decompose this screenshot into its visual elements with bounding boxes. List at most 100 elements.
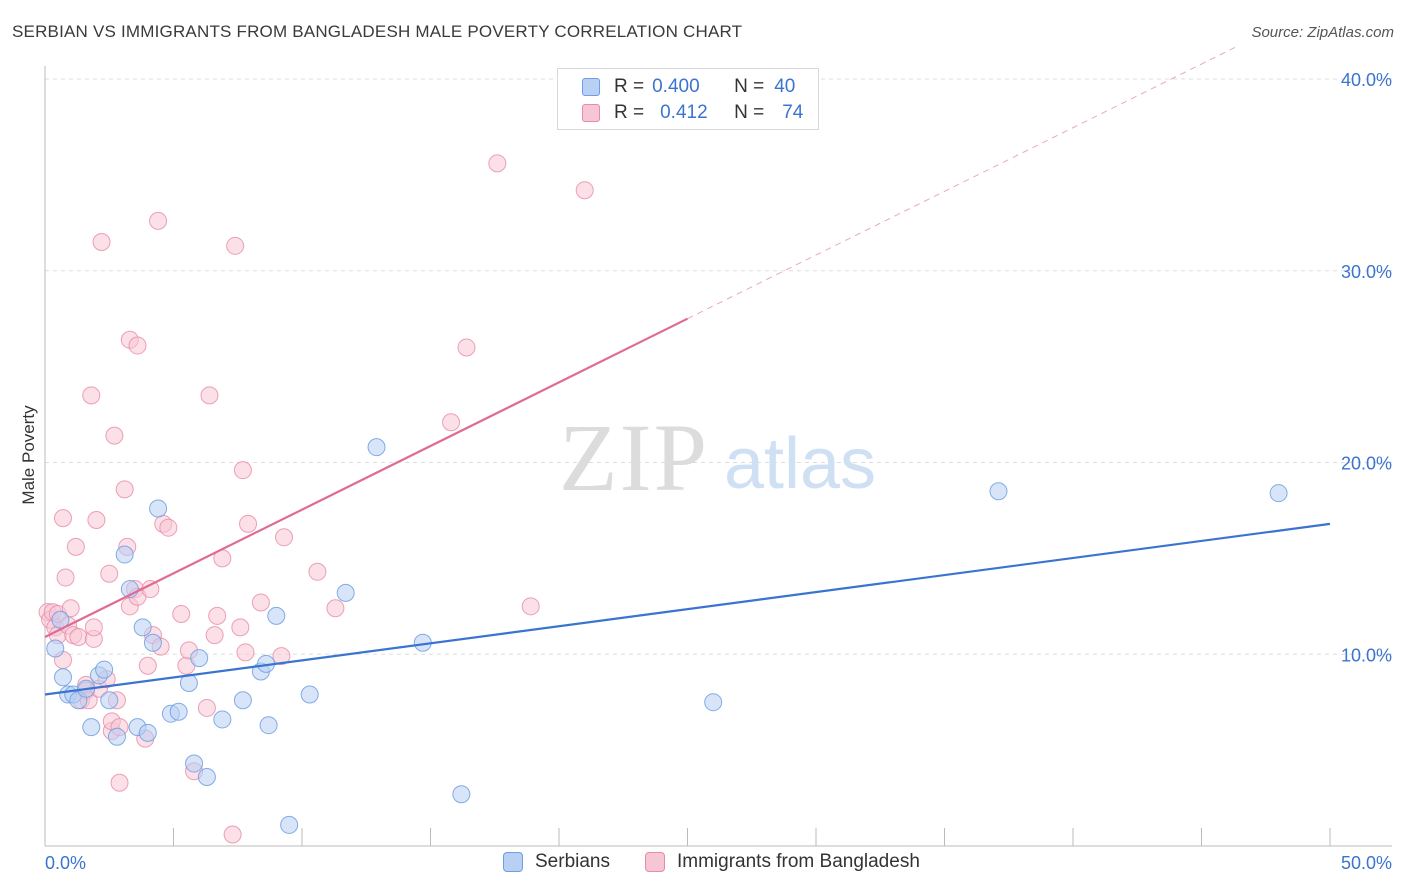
data-point-serbians bbox=[82, 718, 101, 737]
data-point-serbians bbox=[53, 668, 72, 687]
data-point-bangladesh bbox=[92, 232, 111, 251]
data-point-serbians bbox=[107, 727, 126, 746]
legend-item-serbians: Serbians bbox=[503, 851, 610, 873]
legend-swatch-serbians bbox=[582, 78, 600, 96]
data-point-serbians bbox=[115, 545, 134, 564]
legend-n-label: N = bbox=[734, 102, 765, 123]
legend-r-label: R = bbox=[614, 76, 645, 97]
trend-lines bbox=[44, 45, 1331, 696]
data-point-serbians bbox=[95, 660, 114, 679]
data-point-bangladesh bbox=[205, 626, 224, 645]
axes bbox=[44, 66, 1392, 847]
x-tick-label: 50.0% bbox=[1341, 853, 1392, 873]
data-point-bangladesh bbox=[521, 597, 540, 616]
data-point-bangladesh bbox=[138, 656, 157, 675]
data-point-bangladesh bbox=[275, 528, 294, 547]
data-point-bangladesh bbox=[56, 568, 75, 587]
data-point-serbians bbox=[100, 691, 119, 710]
trend-extension-bangladesh bbox=[687, 45, 1238, 320]
data-point-bangladesh bbox=[128, 336, 147, 355]
data-point-bangladesh bbox=[87, 511, 106, 530]
data-point-serbians bbox=[300, 685, 319, 704]
data-point-bangladesh bbox=[251, 593, 270, 612]
data-point-bangladesh bbox=[141, 580, 160, 599]
watermark-atlas: atlas bbox=[724, 424, 876, 504]
series-serbians bbox=[46, 438, 1288, 834]
data-point-bangladesh bbox=[575, 181, 594, 200]
data-point-bangladesh bbox=[226, 236, 245, 255]
legend-row-serbians: R = 0.400 N = 40 bbox=[582, 74, 795, 100]
data-point-bangladesh bbox=[100, 564, 119, 583]
y-tick-label: 30.0% bbox=[1341, 262, 1392, 282]
data-point-bangladesh bbox=[457, 338, 476, 357]
tick-labels: 10.0% 20.0% 30.0% 40.0% 0.0% 50.0% bbox=[45, 70, 1392, 873]
data-point-serbians bbox=[185, 754, 204, 773]
data-point-bangladesh bbox=[82, 386, 101, 405]
data-point-serbians bbox=[138, 723, 157, 742]
grid-lines bbox=[45, 78, 1392, 655]
y-tick-label: 20.0% bbox=[1341, 454, 1392, 474]
data-point-bangladesh bbox=[236, 643, 255, 662]
watermark-zip: ZIP bbox=[559, 404, 709, 511]
data-point-bangladesh bbox=[69, 627, 88, 646]
data-point-serbians bbox=[233, 691, 252, 710]
legend-swatch-bangladesh bbox=[582, 104, 600, 122]
data-point-bangladesh bbox=[200, 386, 219, 405]
data-point-bangladesh bbox=[442, 413, 461, 432]
legend-label-bangladesh: Immigrants from Bangladesh bbox=[677, 851, 920, 872]
legend-r-label: R = bbox=[614, 102, 645, 123]
legend-item-bangladesh: Immigrants from Bangladesh bbox=[645, 851, 920, 873]
watermark: ZIP atlas bbox=[559, 404, 876, 511]
data-point-serbians bbox=[267, 606, 286, 625]
source-label: Source: ZipAtlas.com bbox=[1251, 24, 1394, 41]
data-point-bangladesh bbox=[159, 518, 178, 537]
data-point-serbians bbox=[280, 815, 299, 834]
data-point-bangladesh bbox=[66, 537, 85, 556]
data-point-serbians bbox=[46, 639, 65, 658]
data-point-bangladesh bbox=[172, 604, 191, 623]
legend-row-bangladesh: R = 0.412 N = 74 bbox=[582, 100, 803, 126]
data-point-bangladesh bbox=[488, 154, 507, 173]
trend-line-serbians bbox=[44, 522, 1331, 696]
data-point-serbians bbox=[452, 785, 471, 804]
data-point-bangladesh bbox=[197, 698, 216, 717]
x-tick-label: 0.0% bbox=[45, 853, 86, 873]
data-point-bangladesh bbox=[115, 480, 134, 499]
legend-swatch-serbians bbox=[503, 852, 523, 872]
data-point-serbians bbox=[367, 438, 386, 457]
data-point-bangladesh bbox=[233, 461, 252, 480]
data-point-serbians bbox=[704, 693, 723, 712]
chart-title: SERBIAN VS IMMIGRANTS FROM BANGLADESH MA… bbox=[12, 22, 743, 41]
correlation-legend: R = 0.400 N = 40 R = 0.412 N = 74 bbox=[557, 68, 819, 130]
data-point-serbians bbox=[143, 633, 162, 652]
y-tick-label: 10.0% bbox=[1341, 645, 1392, 665]
data-point-bangladesh bbox=[239, 514, 258, 533]
data-point-serbians bbox=[213, 710, 232, 729]
data-point-bangladesh bbox=[326, 599, 345, 618]
legend-swatch-bangladesh bbox=[645, 852, 665, 872]
legend-label-serbians: Serbians bbox=[535, 851, 610, 872]
data-point-bangladesh bbox=[105, 426, 124, 445]
data-point-bangladesh bbox=[84, 618, 103, 637]
trend-line-bangladesh bbox=[44, 317, 688, 638]
data-point-serbians bbox=[133, 618, 152, 637]
series-legend: Serbians Immigrants from Bangladesh bbox=[0, 851, 1406, 877]
y-tick-label: 40.0% bbox=[1341, 70, 1392, 90]
data-point-bangladesh bbox=[110, 773, 129, 792]
data-point-serbians bbox=[1269, 484, 1288, 503]
data-point-serbians bbox=[169, 702, 188, 721]
data-point-serbians bbox=[190, 649, 209, 668]
data-point-serbians bbox=[197, 767, 216, 786]
data-point-serbians bbox=[989, 482, 1008, 501]
data-point-bangladesh bbox=[223, 825, 242, 844]
legend-n-label: N = bbox=[734, 76, 765, 97]
data-point-serbians bbox=[259, 716, 278, 735]
data-point-bangladesh bbox=[272, 647, 291, 666]
data-point-bangladesh bbox=[53, 509, 72, 528]
data-point-bangladesh bbox=[61, 599, 80, 618]
data-point-serbians bbox=[149, 499, 168, 518]
y-axis-label: Male Poverty bbox=[19, 405, 38, 505]
legend-n-value: 74 bbox=[782, 102, 804, 123]
legend-r-value: 0.412 bbox=[660, 102, 708, 123]
